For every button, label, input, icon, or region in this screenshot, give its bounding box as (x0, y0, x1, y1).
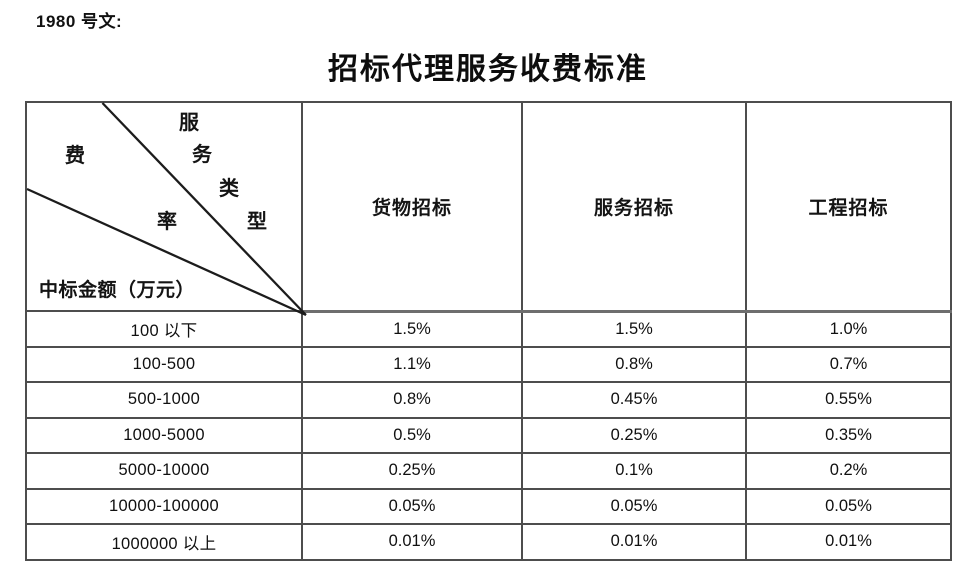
table-row: 1000-5000 0.5% 0.25% 0.35% (25, 416, 952, 454)
amount-range-cell: 100 以下 (25, 310, 303, 348)
column-header-service: 服务招标 (521, 101, 747, 313)
corner-service-type-char: 务 (192, 144, 212, 166)
service-rate-cell: 0.25% (521, 416, 747, 454)
goods-rate-cell: 0.8% (301, 381, 523, 419)
goods-rate-cell: 0.01% (301, 523, 523, 561)
page-title: 招标代理服务收费标准 (328, 53, 648, 86)
service-rate-cell: 0.01% (521, 523, 747, 561)
service-rate-cell: 0.8% (521, 345, 747, 383)
engineering-rate-cell: 0.05% (745, 487, 952, 525)
engineering-rate-cell: 1.0% (745, 310, 952, 348)
amount-range-cell: 100-500 (25, 345, 303, 383)
corner-fee-rate-char: 费 (65, 145, 85, 167)
service-rate-cell: 0.45% (521, 381, 747, 419)
amount-range-cell: 500-1000 (25, 381, 303, 419)
doc-number-label: 1980 号文: (36, 12, 123, 31)
diagonal-lines (26, 102, 307, 317)
corner-service-type-char: 类 (219, 178, 239, 200)
engineering-rate-cell: 0.55% (745, 381, 952, 419)
amount-range-cell: 1000000 以上 (25, 523, 303, 561)
amount-range-cell: 5000-10000 (25, 452, 303, 490)
goods-rate-cell: 1.1% (301, 345, 523, 383)
column-header-engineering: 工程招标 (745, 101, 952, 313)
diagonal-corner-cell: 服 务 类 型 费 率 中标金额（万元） (25, 101, 307, 317)
corner-service-type-char: 型 (247, 211, 267, 233)
amount-range-cell: 1000-5000 (25, 416, 303, 454)
table-row: 500-1000 0.8% 0.45% 0.55% (25, 381, 952, 419)
corner-amount-label: 中标金额（万元） (39, 280, 196, 301)
goods-rate-cell: 0.05% (301, 487, 523, 525)
engineering-rate-cell: 0.35% (745, 416, 952, 454)
goods-rate-cell: 1.5% (301, 310, 523, 348)
service-rate-cell: 1.5% (521, 310, 747, 348)
column-header-goods: 货物招标 (301, 101, 523, 313)
goods-rate-cell: 0.5% (301, 416, 523, 454)
table-row: 1000000 以上 0.01% 0.01% 0.01% (25, 523, 952, 561)
diagonal-line-upper (101, 102, 307, 316)
table-row: 100 以下 1.5% 1.5% 1.0% (25, 310, 952, 348)
fee-standard-table: 服 务 类 型 费 率 中标金额（万元） 货物招标 服务招标 工程招标 100 … (25, 101, 952, 561)
diagonal-line-lower (26, 187, 307, 317)
corner-service-type-char: 服 (179, 112, 199, 134)
service-rate-cell: 0.05% (521, 487, 747, 525)
table-row: 10000-100000 0.05% 0.05% 0.05% (25, 487, 952, 525)
engineering-rate-cell: 0.2% (745, 452, 952, 490)
table-row: 100-500 1.1% 0.8% 0.7% (25, 345, 952, 383)
table-header-row: 服 务 类 型 费 率 中标金额（万元） 货物招标 服务招标 工程招标 (25, 101, 952, 317)
engineering-rate-cell: 0.01% (745, 523, 952, 561)
goods-rate-cell: 0.25% (301, 452, 523, 490)
diagonal-corner-content: 服 务 类 型 费 率 中标金额（万元） (26, 102, 307, 317)
service-rate-cell: 0.1% (521, 452, 747, 490)
engineering-rate-cell: 0.7% (745, 345, 952, 383)
corner-fee-rate-char: 率 (157, 211, 177, 233)
table-row: 5000-10000 0.25% 0.1% 0.2% (25, 452, 952, 490)
amount-range-cell: 10000-100000 (25, 487, 303, 525)
